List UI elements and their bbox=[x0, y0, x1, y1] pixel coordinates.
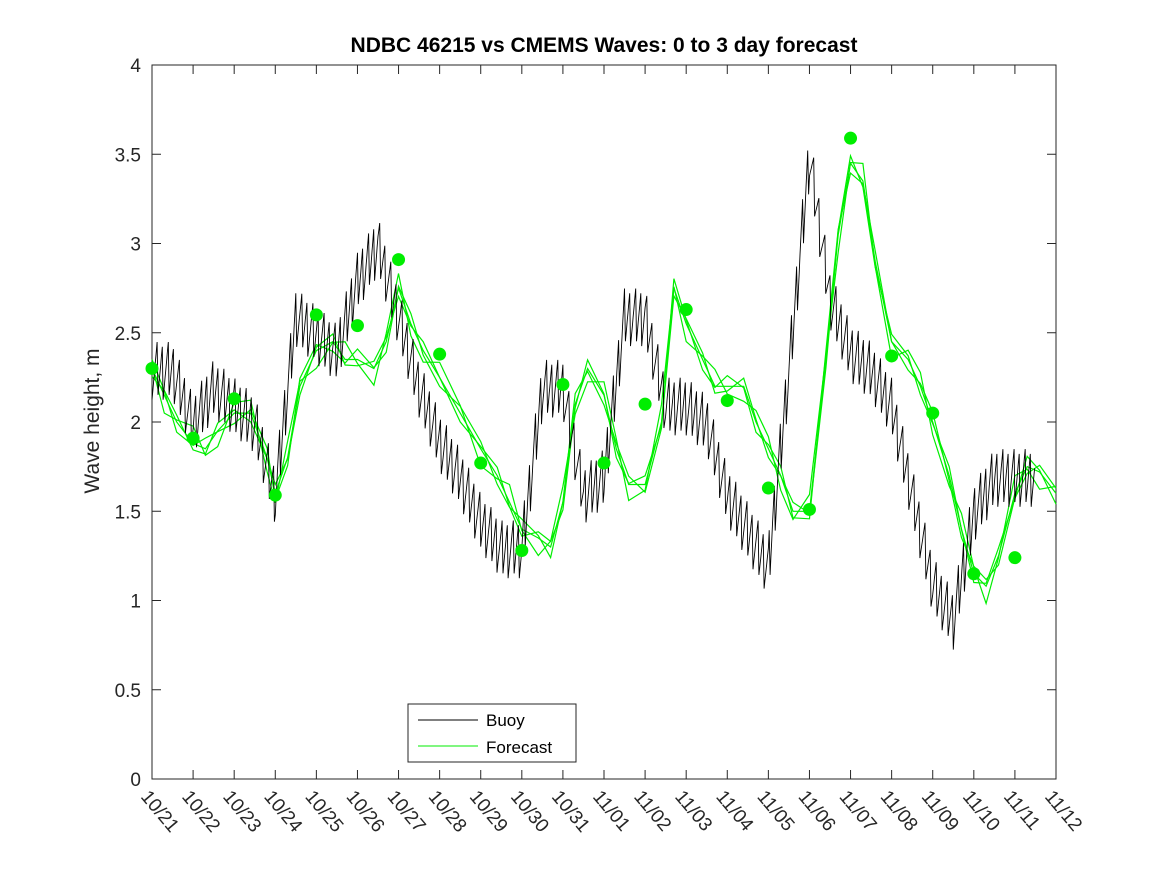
x-tick-label: 10/21 bbox=[136, 787, 183, 837]
forecast-marker bbox=[638, 397, 652, 411]
legend: Buoy Forecast bbox=[407, 703, 577, 763]
x-tick-label: 10/31 bbox=[547, 787, 594, 837]
forecast-marker bbox=[802, 502, 816, 516]
x-tick-label: 11/08 bbox=[876, 787, 922, 836]
buoy-series-line bbox=[151, 150, 1036, 650]
forecast-marker bbox=[392, 253, 406, 267]
y-tick-label: 0.5 bbox=[115, 681, 141, 702]
y-tick-label: 1 bbox=[130, 592, 141, 613]
chart-title: NDBC 46215 vs CMEMS Waves: 0 to 3 day fo… bbox=[351, 34, 858, 57]
x-tick-label: 11/10 bbox=[958, 787, 1004, 836]
x-tick-label: 10/30 bbox=[506, 787, 553, 837]
forecast-marker bbox=[186, 431, 200, 445]
x-tick-label: 10/24 bbox=[259, 787, 306, 837]
forecast-marker bbox=[433, 347, 447, 361]
forecast-marker bbox=[227, 392, 241, 406]
forecast-marker bbox=[720, 394, 734, 408]
x-tick-label: 10/28 bbox=[424, 787, 471, 837]
legend-box bbox=[407, 703, 577, 763]
y-tick-label: 4 bbox=[130, 56, 141, 77]
x-tick-label: 11/05 bbox=[753, 787, 799, 836]
y-tick-label: 2.5 bbox=[115, 324, 141, 345]
y-tick-label: 0 bbox=[130, 770, 141, 791]
y-tick-label: 2 bbox=[130, 413, 141, 434]
x-tick-label: 10/25 bbox=[301, 787, 348, 837]
x-tick-label: 11/04 bbox=[711, 787, 757, 836]
x-tick-label: 10/29 bbox=[465, 787, 512, 837]
forecast-marker bbox=[761, 481, 775, 495]
forecast-marker bbox=[679, 303, 693, 317]
legend-forecast-label: Forecast bbox=[486, 738, 552, 757]
forecast-marker bbox=[268, 488, 282, 502]
x-tick-label: 10/23 bbox=[218, 787, 265, 837]
y-tick-label: 3.5 bbox=[115, 145, 141, 166]
y-tick-label: 3 bbox=[130, 235, 141, 256]
x-tick-label: 11/09 bbox=[917, 787, 963, 836]
buoy-line bbox=[151, 150, 1036, 650]
forecast-marker bbox=[309, 308, 323, 322]
x-tick-label: 11/11 bbox=[999, 787, 1044, 835]
forecast-marker bbox=[350, 319, 364, 333]
forecast-marker bbox=[515, 544, 529, 558]
y-tick-label: 1.5 bbox=[115, 502, 141, 523]
x-tick-label: 11/02 bbox=[629, 787, 675, 836]
forecast-series-line bbox=[151, 161, 1057, 606]
forecast-marker bbox=[556, 378, 570, 392]
forecast-lines bbox=[151, 153, 1057, 606]
forecast-marker bbox=[926, 406, 940, 420]
plot-area bbox=[151, 64, 1057, 780]
x-tick-label: 11/12 bbox=[1040, 787, 1086, 836]
x-tick-label: 10/26 bbox=[342, 787, 389, 837]
legend-buoy-label: Buoy bbox=[486, 711, 525, 730]
forecast-marker bbox=[145, 361, 159, 375]
x-tick-label: 10/22 bbox=[177, 787, 224, 837]
y-axis-label: Wave height, m bbox=[81, 348, 104, 493]
x-tick-label: 11/07 bbox=[835, 787, 881, 836]
forecast-marker bbox=[1008, 551, 1022, 565]
forecast-series-line bbox=[151, 153, 1057, 584]
x-tick-label: 11/01 bbox=[588, 787, 634, 836]
x-tick-label: 11/06 bbox=[794, 787, 840, 836]
x-tick-label: 10/27 bbox=[383, 787, 430, 837]
forecast-marker bbox=[885, 349, 899, 363]
forecast-marker bbox=[967, 567, 981, 581]
forecast-marker bbox=[597, 456, 611, 470]
x-tick-label: 11/03 bbox=[670, 787, 716, 836]
forecast-markers bbox=[145, 131, 1022, 581]
forecast-marker bbox=[474, 456, 488, 470]
forecast-marker bbox=[844, 131, 858, 145]
